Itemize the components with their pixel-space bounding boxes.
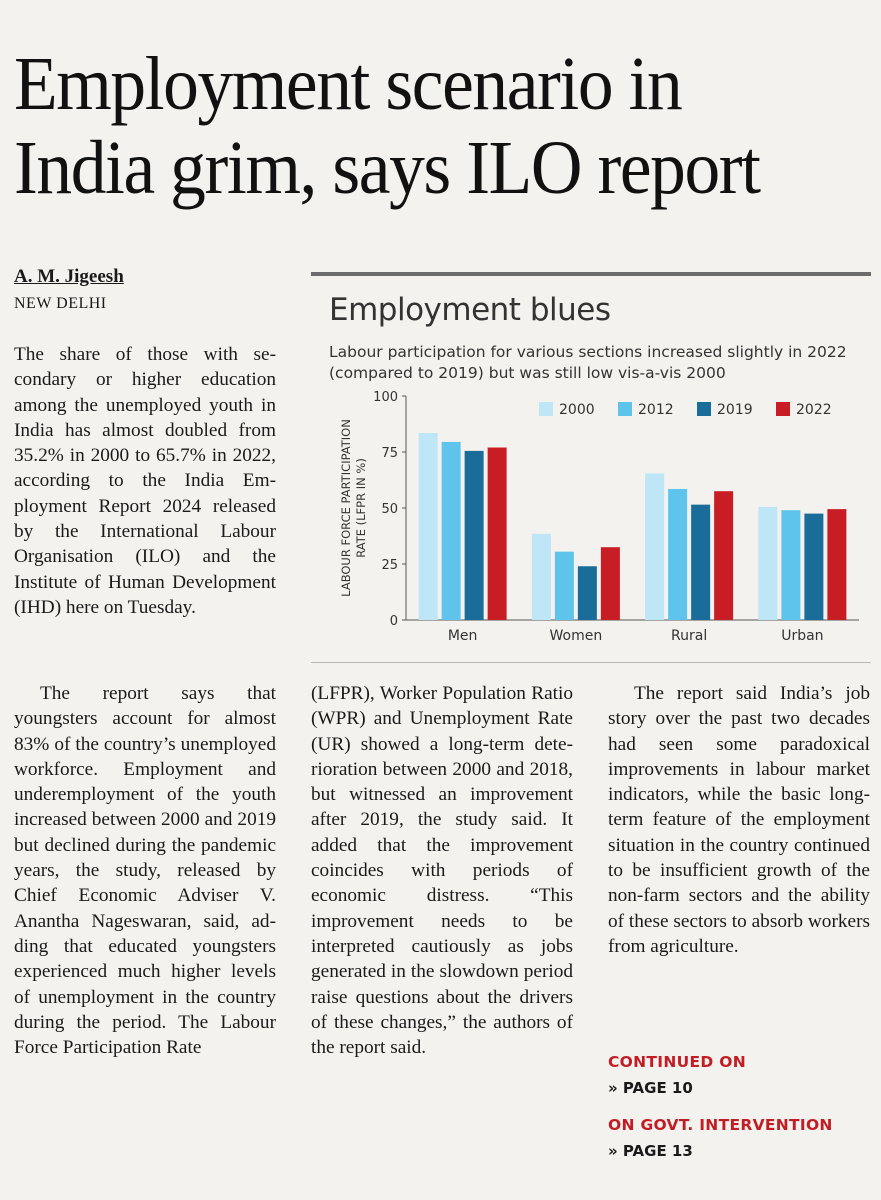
y-tick-label: 0 — [390, 614, 398, 629]
y-tick-label: 75 — [381, 446, 398, 461]
y-tick-label: 50 — [381, 502, 398, 517]
paragraph-3: (LFPR), Worker Population Ratio (WPR) an… — [311, 683, 573, 1059]
bar-men-2022 — [487, 447, 507, 620]
bar-women-2012 — [554, 551, 574, 620]
paragraph-2: The report says that youngsters account … — [14, 683, 276, 1059]
y-axis-label-line-2: RATE (LFPR IN %) — [354, 458, 368, 558]
y-axis-label-line-1: LABOUR FORCE PARTICIPATION — [339, 419, 353, 597]
x-tick-label: Men — [448, 628, 478, 644]
bar-men-2012 — [441, 441, 461, 620]
bar-urban-2019 — [804, 513, 824, 620]
legend-swatch-2012 — [618, 402, 632, 416]
chart-box: Employment blues Labour participation fo… — [311, 272, 871, 664]
x-tick-label: Urban — [781, 628, 823, 644]
govt-intervention-label: ON GOVT. INTERVENTION — [608, 1116, 833, 1134]
byline: A. M. Jigeesh — [14, 266, 124, 287]
chart-title: Employment blues — [329, 292, 611, 328]
govt-intervention-page-link[interactable]: » PAGE 13 — [608, 1142, 693, 1160]
continued-page-link[interactable]: » PAGE 10 — [608, 1079, 693, 1097]
y-tick-label: 100 — [373, 390, 398, 405]
bar-rural-2022 — [714, 491, 734, 620]
legend-swatch-2019 — [697, 402, 711, 416]
bar-women-2000 — [531, 533, 551, 620]
chart-bottom-rule — [311, 662, 871, 663]
bar-urban-2012 — [781, 510, 801, 620]
article-column-2: (LFPR), Worker Population Ratio (WPR) an… — [311, 681, 573, 1060]
bar-women-2022 — [600, 547, 620, 620]
bar-urban-2022 — [827, 509, 847, 620]
legend-label-2000: 2000 — [559, 402, 595, 418]
legend-label-2022: 2022 — [796, 402, 832, 418]
x-tick-label: Women — [550, 628, 603, 644]
bar-women-2019 — [577, 566, 597, 620]
paragraph-1: The share of those with se­condary or hi… — [14, 344, 276, 618]
continued-on-label: CONTINUED ON — [608, 1053, 747, 1071]
chart-top-rule — [311, 272, 871, 276]
chart-subtitle: Labour participation for various section… — [329, 343, 847, 382]
legend-label-2012: 2012 — [638, 402, 674, 418]
bar-rural-2000 — [645, 473, 665, 620]
y-tick-label: 25 — [381, 558, 398, 573]
legend-swatch-2022 — [776, 402, 790, 416]
headline-line-1: Employment scenario in — [14, 42, 683, 126]
headline-line-2: India grim, says ILO report — [14, 126, 761, 210]
article-column-1-bottom: The report says that youngsters account … — [14, 681, 276, 1060]
headline: Employment scenario in India grim, says … — [14, 42, 822, 210]
bar-chart: LABOUR FORCE PARTICIPATION RATE (LFPR IN … — [339, 390, 859, 644]
bar-rural-2019 — [691, 504, 711, 620]
paragraph-4: The report said India’s job story over t… — [608, 683, 870, 957]
legend-swatch-2000 — [539, 402, 553, 416]
bar-men-2000 — [418, 432, 438, 620]
bar-men-2019 — [464, 450, 484, 620]
article-column-1-top: The share of those with se­condary or hi… — [14, 342, 276, 620]
x-tick-label: Rural — [671, 628, 707, 644]
dateline: NEW DELHI — [14, 295, 107, 312]
legend-label-2019: 2019 — [717, 402, 753, 418]
bar-urban-2000 — [758, 506, 778, 620]
bar-rural-2012 — [668, 488, 688, 620]
article-column-3: The report said India’s job story over t… — [608, 681, 870, 959]
